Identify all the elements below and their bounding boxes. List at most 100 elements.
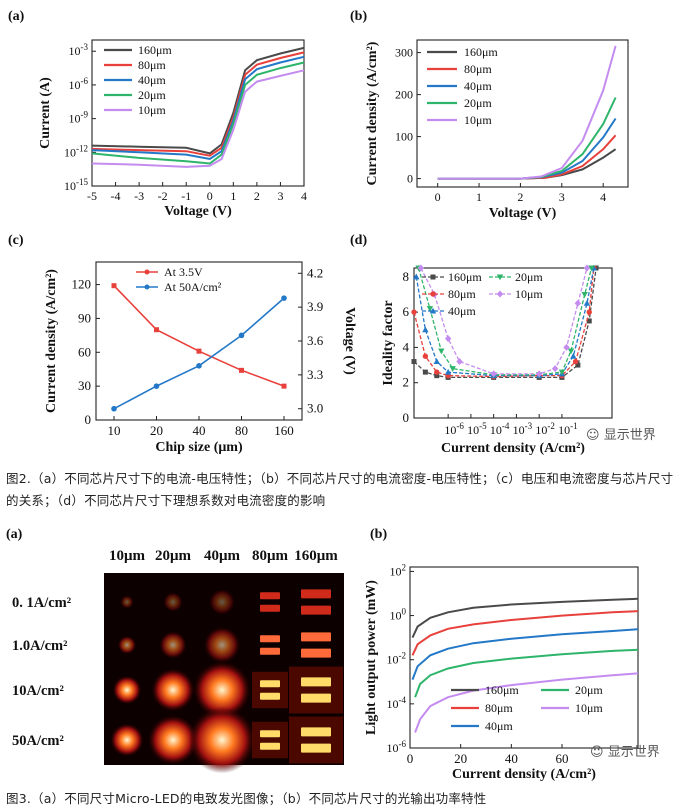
series-line-3b: [411, 597, 639, 639]
x-tick-label-2c: 160: [274, 423, 294, 438]
marker-2c: [111, 283, 117, 289]
y-tick-label-3b: 100: [390, 607, 407, 623]
y-tick-label-2a: 10-3: [69, 42, 89, 58]
image-row-label: 10A/cm²: [12, 683, 64, 699]
y-axis-label-2c: Current density (A/cm²): [44, 269, 59, 413]
emission-spot: [159, 631, 187, 659]
y-tick-label-2a: 10-9: [69, 110, 89, 126]
legend-label-3b: 160μm: [485, 683, 519, 697]
series-line-2a: [91, 61, 305, 165]
watermark-fig3: ☺ 显示世界: [590, 745, 660, 760]
legend-label-3b: 10μm: [575, 701, 603, 715]
marker-2c: [111, 405, 117, 412]
x-tick-label-3b: 20: [454, 751, 467, 766]
y-tick-label-3b: 102: [390, 562, 407, 578]
marker-2d: [567, 348, 575, 355]
legend-label-2d: 10μm: [515, 287, 543, 301]
x-tick-label-2a: -3: [134, 189, 144, 203]
marker-2d: [581, 291, 588, 298]
x-tick-label-3b: 0: [407, 751, 414, 766]
x-tick-label-2d: 10-3: [513, 421, 533, 437]
emission-spot: [110, 723, 144, 757]
legend-marker-2d: [496, 290, 504, 298]
marker-2d: [490, 370, 497, 378]
legend-label-2b: 40μm: [464, 79, 492, 93]
legend-label-2a: 80μm: [138, 58, 166, 72]
x-tick-label-3b: 60: [556, 751, 569, 766]
emission-bar: [260, 592, 280, 600]
marker-2d: [444, 368, 452, 375]
emission-bar: [260, 742, 280, 750]
series-line-2a: [91, 46, 305, 155]
marker-2d: [426, 306, 434, 312]
panel-label-2a: (a): [8, 9, 25, 24]
legend-label-2d: 40μm: [448, 304, 476, 318]
x-tick-label-2a: 3: [277, 189, 283, 203]
emission-spot: [147, 714, 199, 766]
image-column-label: 40μm: [204, 548, 241, 564]
x-axis-label-3b: Current density (A/cm²): [452, 767, 596, 782]
emission-bar: [301, 677, 331, 687]
plot-frame-3b: [409, 566, 639, 749]
x-tick-label-2a: -5: [87, 189, 97, 203]
emission-spot: [120, 595, 134, 609]
emission-bar: [260, 730, 280, 738]
marker-2d: [411, 359, 417, 365]
series-line-3b: [411, 628, 639, 680]
y-tick-label-2c: 30: [78, 378, 91, 393]
image-row-label: 0. 1A/cm²: [12, 595, 71, 611]
y-tick-label-2c: 90: [78, 310, 91, 325]
plot-frame-2d: [413, 267, 613, 419]
marker-2d: [586, 309, 592, 315]
emission-spot: [188, 706, 256, 774]
emission-bar: [260, 680, 280, 688]
y-tick-label-2d: 8: [403, 269, 410, 284]
legend-marker-2c: [144, 269, 150, 275]
marker-2d: [434, 369, 440, 375]
legend-marker-2c: [144, 284, 150, 290]
x-tick-label-3b: 40: [505, 751, 518, 766]
series-line-2b: [437, 134, 617, 180]
legend-label-2a: 10μm: [138, 103, 166, 117]
image-row-label: 1.0A/cm²: [12, 638, 68, 654]
legend-label-2a: 40μm: [138, 73, 166, 87]
emission-spot: [151, 668, 195, 712]
marker-2c: [281, 295, 287, 301]
x-tick-label-2d: 10-2: [535, 421, 555, 437]
y-tick-label-2a: 10-12: [64, 143, 88, 159]
legend-marker-2d: [429, 307, 437, 314]
x-tick-label-2b: 4: [600, 190, 606, 204]
emission-halo: [289, 666, 343, 714]
legend-marker-2d: [430, 274, 436, 280]
x-tick-label-2c: 10: [108, 423, 121, 438]
legend-label-3b: 80μm: [485, 701, 513, 715]
y-tick-label-3b: 10-2: [387, 651, 407, 667]
x-tick-label-2b: 3: [559, 190, 565, 204]
marker-2d: [558, 369, 566, 376]
emission-bar: [260, 647, 280, 655]
series-line-3b: [411, 610, 639, 656]
wechat-icon: ☺: [590, 745, 608, 760]
marker-2d: [422, 369, 428, 375]
plot-frame-2a: [91, 39, 305, 187]
marker-2d: [413, 273, 420, 280]
marker-2d: [535, 370, 543, 378]
marker-2d: [433, 358, 440, 365]
image-column-label: 20μm: [155, 548, 192, 564]
y-right-tick-label-2c: 3.0: [307, 401, 323, 416]
series-line-2b: [437, 45, 617, 180]
y-right-tick-label-2c: 3.6: [307, 333, 324, 348]
panel-label-2b: (b): [350, 9, 367, 24]
series-line-2a: [91, 69, 305, 168]
marker-2d: [422, 326, 429, 333]
marker-2d: [570, 352, 577, 359]
legend-label-2d: 160μm: [448, 270, 482, 284]
y-tick-label-2d: 4: [403, 339, 410, 354]
marker-2d: [588, 265, 595, 272]
marker-2d: [434, 373, 440, 379]
emission-bar: [301, 743, 331, 753]
x-tick-label-2b: 2: [517, 190, 523, 204]
series-line-2d: [420, 267, 588, 375]
y-tick-label-2b: 200: [395, 88, 413, 102]
emission-halo: [252, 671, 288, 709]
